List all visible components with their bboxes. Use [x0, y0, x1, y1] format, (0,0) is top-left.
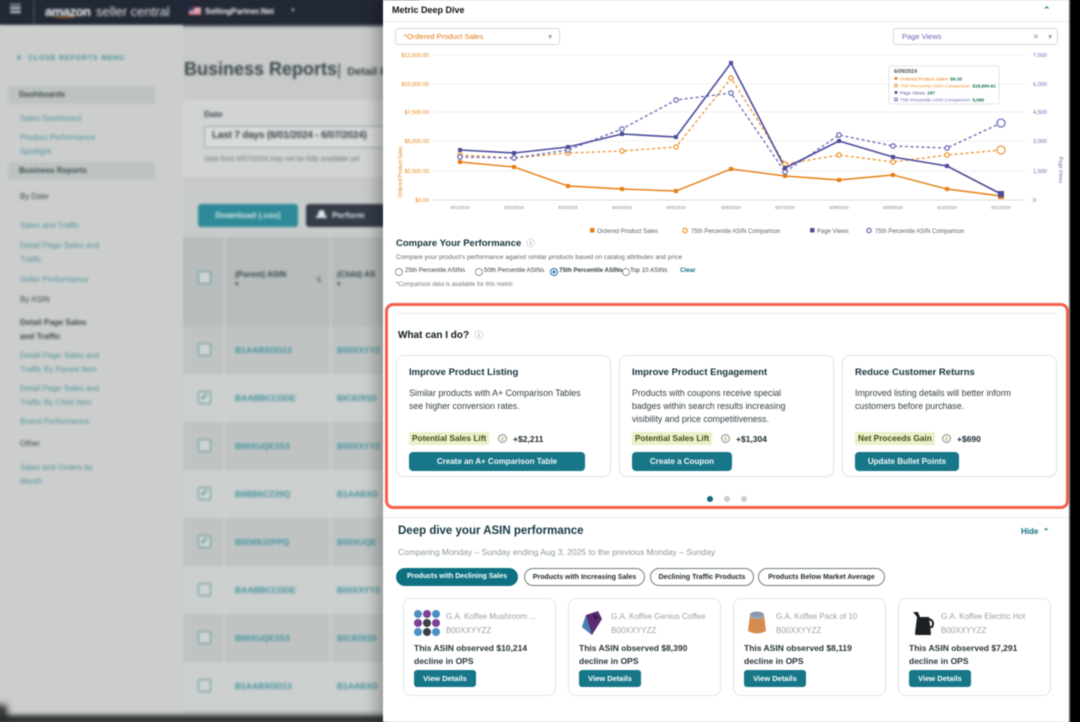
svg-text:4,500: 4,500 [1033, 110, 1047, 116]
svg-text:6/09/2024: 6/09/2024 [894, 69, 917, 75]
svg-text:75th Percentile ASIN Compariso: 75th Percentile ASIN Comparison: 5,065 [900, 98, 985, 103]
svg-text:$5,000.00: $5,000.00 [405, 139, 429, 145]
svg-text:$12,500.00: $12,500.00 [401, 53, 429, 59]
svg-text:$10,000.00: $10,000.00 [401, 82, 429, 88]
svg-text:Page Views: Page Views [817, 229, 849, 235]
svg-text:75th Percentile ASIN Compariso: 75th Percentile ASIN Comparison [875, 229, 964, 235]
svg-text:6/04/2024: 6/04/2024 [612, 205, 632, 210]
svg-text:Page Views: 287: Page Views: 287 [900, 91, 935, 96]
svg-text:75th Percentile ASIN Compariso: 75th Percentile ASIN Comparison: $18,890… [900, 84, 996, 89]
svg-text:$2,500.00: $2,500.00 [405, 169, 429, 175]
svg-text:6/07/2024: 6/07/2024 [775, 205, 795, 210]
svg-text:6/01/2024: 6/01/2024 [450, 205, 470, 210]
svg-text:$0.00: $0.00 [415, 198, 429, 204]
svg-text:7,500: 7,500 [1033, 53, 1047, 59]
svg-text:Ordered Product Sales: Ordered Product Sales [398, 146, 404, 197]
svg-text:1,500: 1,500 [1033, 169, 1047, 175]
svg-text:6/10/2024: 6/10/2024 [937, 205, 957, 210]
svg-text:75th Percentile ASIN Compariso: 75th Percentile ASIN Comparison [691, 229, 780, 235]
svg-text:6/08/2024: 6/08/2024 [829, 205, 849, 210]
svg-text:Ordered Product Sales: Ordered Product Sales [597, 229, 658, 235]
svg-text:6/09/2024: 6/09/2024 [883, 205, 903, 210]
svg-text:0: 0 [1033, 198, 1036, 204]
svg-text:Page Views: Page Views [1057, 157, 1063, 184]
svg-text:6/11/2024: 6/11/2024 [991, 205, 1011, 210]
svg-text:6,000: 6,000 [1033, 82, 1047, 88]
svg-text:6/05/2024: 6/05/2024 [666, 205, 686, 210]
svg-text:6/06/2024: 6/06/2024 [721, 205, 741, 210]
svg-text:6/02/2024: 6/02/2024 [504, 205, 524, 210]
svg-text:$7,500.00: $7,500.00 [405, 110, 429, 116]
svg-text:6/03/2024: 6/03/2024 [558, 205, 578, 210]
svg-text:Ordered Product Sales: $9.20: Ordered Product Sales: $9.20 [900, 77, 962, 82]
svg-text:3,000: 3,000 [1033, 139, 1047, 145]
